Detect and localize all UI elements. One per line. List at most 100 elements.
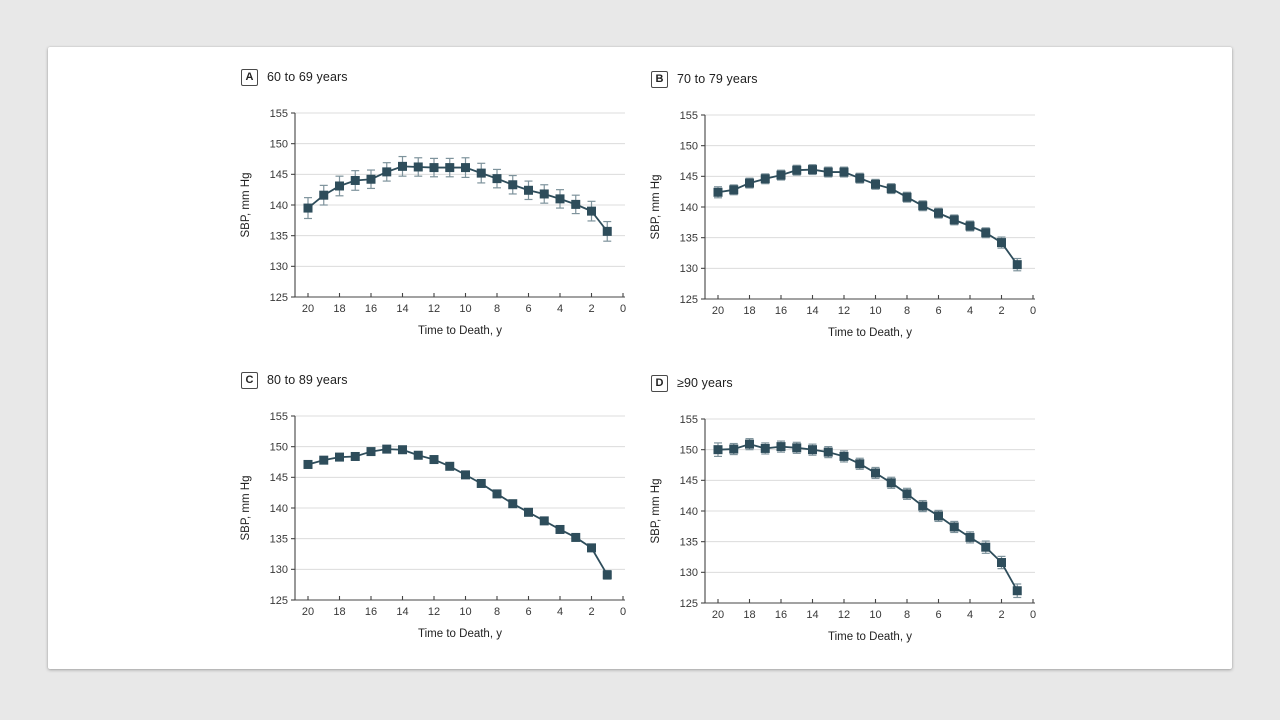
x-tick-label: 6: [525, 606, 531, 618]
data-point-marker: [776, 170, 786, 180]
x-tick-label: 6: [525, 303, 531, 315]
data-point-marker: [335, 181, 344, 191]
y-tick-label: 145: [270, 472, 288, 484]
data-point-marker: [602, 226, 612, 236]
x-tick-label: 0: [1030, 609, 1036, 621]
panel-b-header: B 70 to 79 years: [646, 70, 1066, 88]
x-tick-label: 2: [998, 609, 1004, 621]
data-point-marker: [461, 470, 470, 480]
data-point-marker: [587, 543, 596, 553]
x-tick-label: 18: [333, 303, 345, 315]
data-point-marker: [997, 238, 1006, 248]
x-tick-label: 0: [620, 303, 626, 315]
x-tick-label: 14: [396, 606, 408, 618]
data-point-marker: [918, 201, 928, 211]
x-tick-label: 8: [494, 303, 500, 315]
data-point-marker: [571, 532, 581, 542]
data-point-marker: [571, 199, 581, 209]
x-tick-label: 12: [428, 606, 440, 618]
series-line: [307, 448, 609, 576]
data-point-marker: [555, 524, 565, 534]
y-tick-label: 125: [270, 292, 288, 304]
y-axis-title: SBP, mm Hg: [240, 476, 252, 541]
data-point-marker: [524, 185, 533, 195]
data-point-marker: [587, 206, 596, 216]
data-point-marker: [319, 190, 329, 200]
y-tick-label: 145: [680, 171, 698, 183]
panel-letter-badge: D: [651, 374, 668, 392]
data-point-marker: [902, 489, 912, 499]
data-point-marker: [1012, 586, 1022, 596]
data-point-marker: [398, 161, 407, 171]
series-markers: [303, 161, 612, 236]
panel-title: ≥90 years: [677, 376, 733, 390]
data-point-marker: [1012, 260, 1022, 270]
data-point-marker: [366, 447, 376, 457]
y-tick-label: 130: [270, 261, 288, 273]
data-point-marker: [760, 443, 770, 453]
figure-card: A 60 to 69 years 125 130 135 140 145 150 155 20…: [48, 47, 1232, 669]
data-point-marker: [476, 478, 486, 488]
x-tick-label: 20: [302, 606, 314, 618]
panel-a: A 60 to 69 years 125 130 135 140 145 150 155 20…: [236, 68, 656, 368]
data-point-marker: [839, 451, 849, 461]
y-tick-label: 155: [680, 414, 698, 426]
data-point-marker: [745, 178, 754, 188]
data-point-marker: [413, 450, 423, 460]
gridlines: [705, 418, 1035, 573]
panel-title: 70 to 79 years: [677, 72, 758, 86]
data-point-marker: [808, 445, 817, 455]
x-tick-label: 6: [935, 305, 941, 317]
data-point-marker: [745, 439, 754, 449]
gridlines: [295, 415, 625, 570]
x-tick-label: 4: [967, 305, 973, 317]
x-tick-label: 0: [620, 606, 626, 618]
data-point-marker: [886, 184, 896, 194]
data-point-marker: [539, 516, 549, 526]
x-axis-title: Time to Death, y: [418, 628, 502, 640]
y-tick-label: 135: [270, 230, 288, 242]
data-point-marker: [729, 444, 739, 454]
panel-d-header: D ≥90 years: [646, 374, 1066, 392]
data-point-marker: [382, 444, 392, 454]
x-tick-label: 10: [869, 609, 881, 621]
error-bars: [304, 155, 612, 242]
x-tick-label: 14: [396, 303, 408, 315]
panel-c-header: C 80 to 89 years: [236, 371, 656, 389]
x-tick-label: 10: [459, 606, 471, 618]
data-point-marker: [792, 165, 802, 175]
series-markers: [713, 165, 1022, 270]
x-tick-label: 4: [557, 303, 563, 315]
data-point-marker: [713, 187, 723, 197]
data-point-marker: [997, 558, 1006, 568]
y-tick-label: 150: [680, 444, 698, 456]
y-axis-title: SBP, mm Hg: [650, 175, 662, 240]
x-tick-label: 0: [1030, 305, 1036, 317]
x-tick-label: 4: [967, 609, 973, 621]
data-point-marker: [303, 459, 313, 469]
x-tick-label: 12: [428, 303, 440, 315]
y-tick-label: 130: [680, 567, 698, 579]
data-point-marker: [602, 570, 612, 580]
y-tick-label: 135: [270, 533, 288, 545]
data-point-marker: [902, 192, 912, 202]
y-tick-label: 140: [680, 202, 698, 214]
series-markers: [713, 439, 1022, 596]
data-point-marker: [855, 173, 865, 183]
data-point-marker: [555, 194, 565, 204]
y-tick-label: 155: [270, 108, 288, 120]
y-tick-label: 150: [270, 138, 288, 150]
data-point-marker: [335, 452, 344, 462]
data-point-marker: [965, 221, 975, 231]
data-point-marker: [965, 532, 975, 542]
data-point-marker: [729, 185, 739, 195]
data-point-marker: [855, 459, 865, 469]
data-point-marker: [366, 174, 376, 184]
gridlines: [295, 112, 625, 267]
data-point-marker: [445, 461, 455, 471]
x-tick-label: 12: [838, 305, 850, 317]
